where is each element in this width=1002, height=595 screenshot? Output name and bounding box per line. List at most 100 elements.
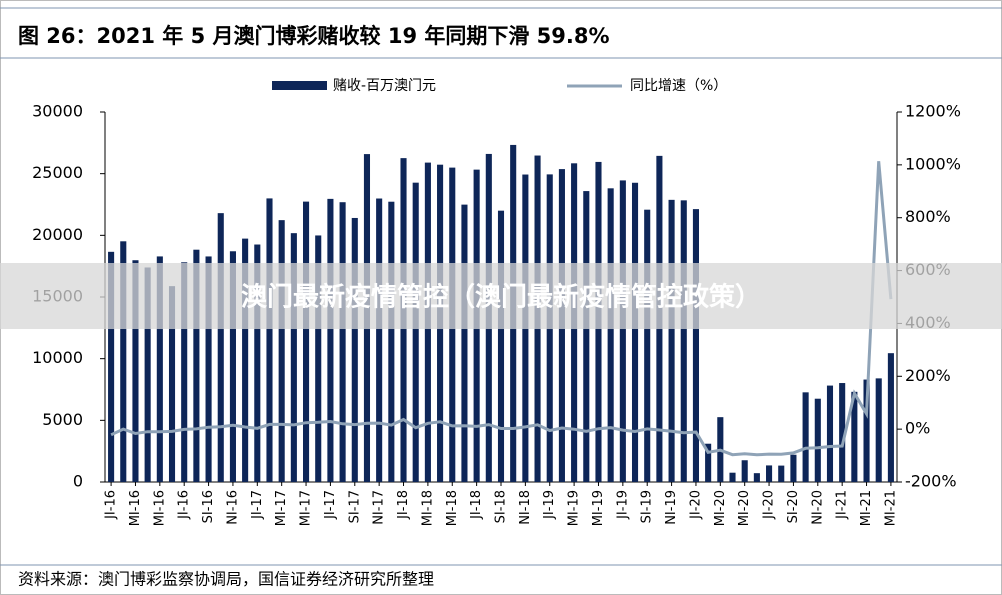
- bar: [644, 209, 651, 483]
- banner-band: [0, 263, 1002, 329]
- y-tick-label: 30000: [32, 102, 83, 121]
- bar: [826, 385, 834, 482]
- y-tick-label: 25000: [32, 163, 83, 182]
- bar: [412, 182, 419, 483]
- bar: [290, 233, 297, 482]
- x-tick-label: NI-19: [664, 490, 679, 525]
- x-tick-label: NI-20: [810, 490, 825, 525]
- bar: [741, 460, 748, 482]
- bar: [351, 217, 358, 482]
- bar: [887, 353, 894, 482]
- x-tick-label: JI-21: [835, 490, 850, 520]
- y-tick-label: 10000: [32, 348, 83, 367]
- bar: [802, 392, 809, 482]
- x-tick-label: MI-17: [299, 490, 314, 526]
- line: [110, 161, 893, 457]
- legend-label: 同比增速（%）: [630, 78, 727, 94]
- x-tick-label: MI-21: [859, 490, 874, 526]
- bar: [705, 443, 712, 482]
- bar: [851, 391, 858, 482]
- bar: [692, 209, 699, 482]
- x-tick-label: MI-18: [445, 490, 460, 526]
- y-tick-label: 20000: [32, 225, 83, 244]
- y2-tick-label: 800%: [905, 207, 951, 226]
- y2-tick-label: 0%: [905, 419, 930, 438]
- x-tick-label: JI-19: [542, 490, 557, 520]
- bar: [132, 260, 139, 482]
- x-tick-label: JI-17: [323, 490, 338, 520]
- x-tick-label: MI-16: [152, 490, 167, 526]
- y-tick-label: 0: [73, 472, 83, 491]
- bar: [376, 198, 383, 483]
- x-tick-label: MI-20: [713, 490, 728, 526]
- bar: [217, 213, 224, 482]
- bar: [229, 251, 236, 482]
- x-tick-label: JI-17: [250, 490, 265, 520]
- bar: [242, 238, 249, 482]
- y2-tick-label: 200%: [905, 366, 951, 385]
- bar: [729, 472, 736, 482]
- bar: [327, 198, 334, 482]
- y2-tick-label: 1200%: [905, 102, 961, 121]
- legend-swatch: [272, 81, 327, 90]
- x-tick-label: MI-17: [274, 490, 289, 526]
- bar: [680, 200, 687, 482]
- x-tick-label: MI-21: [883, 490, 898, 526]
- bar: [120, 241, 127, 482]
- x-tick-label: JI-16: [177, 490, 192, 520]
- bar: [583, 191, 590, 482]
- x-tick-label: JI-20: [762, 490, 777, 520]
- x-tick-label: SI-19: [640, 490, 655, 523]
- x-tick-label: MI-20: [737, 490, 752, 526]
- bar: [315, 235, 322, 482]
- x-tick-label: NI-17: [372, 490, 387, 525]
- x-tick-label: NI-16: [225, 490, 240, 525]
- bar: [778, 465, 785, 482]
- x-tick-label: JI-20: [688, 490, 703, 520]
- bar: [631, 182, 639, 482]
- bar: [254, 244, 261, 482]
- x-tick-label: MI-18: [420, 490, 435, 526]
- x-tick-label: JI-18: [469, 490, 484, 520]
- x-tick-label: SI-20: [786, 490, 801, 523]
- bar: [339, 202, 346, 482]
- banner-text: 澳门最新疫情管控（澳门最新疫情管控政策）: [241, 282, 761, 313]
- bar: [181, 262, 188, 482]
- x-tick-label: MI-19: [591, 490, 606, 526]
- bar: [266, 198, 273, 482]
- bar: [303, 201, 310, 482]
- bar: [205, 256, 212, 482]
- chart-title: 图 26：2021 年 5 月澳门博彩赌收较 19 年同期下滑 59.8%: [18, 24, 610, 48]
- bar: [108, 251, 115, 482]
- x-tick-label: MI-19: [567, 490, 582, 526]
- bar: [388, 201, 395, 483]
- bar: [156, 256, 163, 482]
- bar: [619, 180, 626, 482]
- bar: [839, 383, 846, 482]
- bar: [668, 199, 675, 482]
- y-tick-label: 5000: [42, 410, 83, 429]
- bar: [607, 188, 614, 482]
- legend-label: 赌收-百万澳门元: [333, 78, 436, 94]
- bar: [863, 379, 870, 482]
- y2-tick-label: -200%: [905, 472, 957, 491]
- bar: [814, 398, 821, 482]
- x-tick-label: SI-16: [201, 490, 216, 523]
- x-tick-label: MI-16: [128, 490, 143, 526]
- x-tick-label: SI-17: [347, 490, 362, 523]
- source: 资料来源：澳门博彩监察协调局，国信证券经济研究所整理: [18, 570, 434, 589]
- x-tick-label: JI-16: [104, 490, 119, 520]
- bar: [766, 465, 773, 482]
- bar: [168, 286, 176, 482]
- x-tick-label: NI-18: [518, 490, 533, 525]
- bar: [193, 249, 200, 482]
- x-tick-label: SI-18: [494, 490, 509, 523]
- bar: [753, 473, 760, 482]
- bar: [144, 267, 151, 482]
- bar: [875, 378, 882, 482]
- bar: [278, 220, 285, 482]
- bar: [790, 454, 797, 482]
- y2-tick-label: 1000%: [905, 154, 961, 173]
- x-tick-label: JI-19: [615, 490, 630, 520]
